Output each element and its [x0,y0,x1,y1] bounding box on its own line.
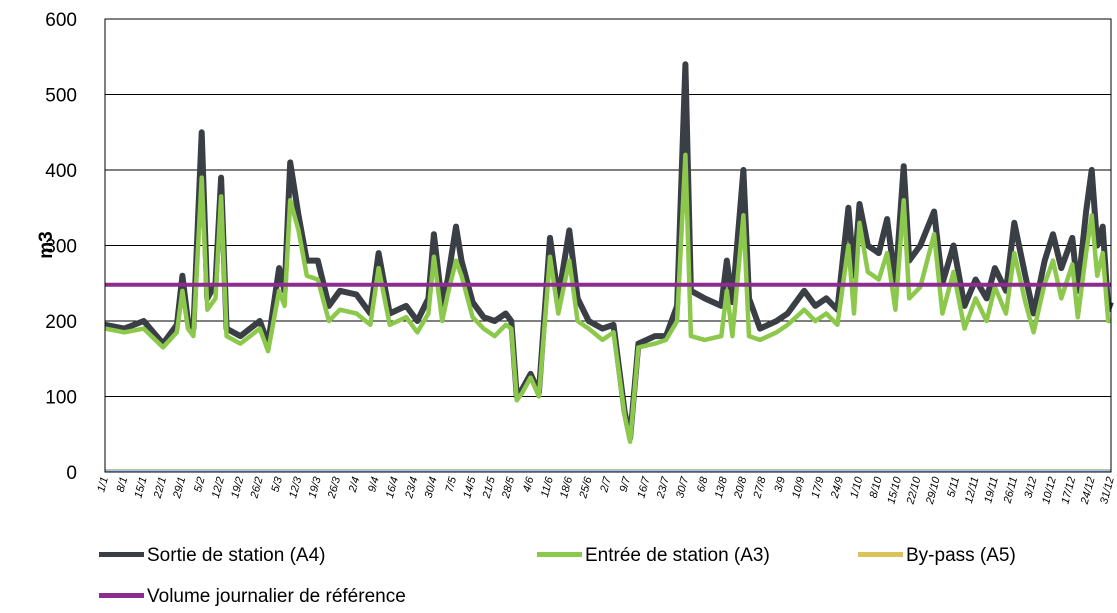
x-tick-label: 17/12 [1059,476,1078,506]
x-tick-label: 15/10 [885,475,904,506]
x-tick-label: 5/11 [945,476,962,499]
x-tick-label: 9/7 [618,475,634,494]
x-tick-label: 22/1 [152,476,169,501]
x-tick-label: 6/8 [695,475,711,494]
x-tick-label: 19/3 [307,475,324,500]
x-tick-label: 28/5 [500,475,518,501]
x-tick-label: 10/12 [1040,476,1059,506]
x-tick-label: 20/8 [732,475,750,501]
legend-label: By-pass (A5) [906,545,1016,566]
x-tick-label: 2/4 [347,476,363,495]
x-tick-label: 19/2 [229,476,246,500]
x-tick-label: 5/3 [269,475,285,494]
x-tick-label: 30/4 [423,476,440,500]
y-tick-label: 100 [45,388,77,409]
x-tick-label: 12/2 [210,476,227,500]
x-tick-label: 19/11 [982,476,1001,505]
y-axis-label: m3 [36,231,57,258]
legend-swatch [99,552,144,557]
x-tick-label: 5/2 [192,476,208,494]
legend-swatch [537,552,582,557]
x-tick-label: 30/7 [674,475,691,500]
x-tick-label: 23/7 [655,475,673,501]
x-tick-label: 15/1 [132,476,149,500]
plot-area-border [104,18,1112,473]
y-tick-label: 400 [45,161,77,182]
legend-label: Sortie de station (A4) [147,545,325,566]
legend-label: Volume journalier de référence [147,586,406,607]
x-tick-label: 26/3 [326,475,344,501]
x-tick-label: 8/1 [115,476,131,494]
x-tick-label: 29/1 [171,476,188,501]
x-tick-label: 3/12 [1022,476,1039,500]
x-tick-label: 13/8 [713,475,730,500]
y-tick-label: 0 [66,463,77,484]
x-tick-labels: 1/1 8/1 15/1 22/1 29/1 5/2 12/2 19/2 26/2 5/3 12/3… [95,475,1117,507]
x-tick-label: 1/1 [95,476,111,494]
x-tick-label: 22/10 [904,475,923,507]
x-tick-label: 12/3 [287,475,304,500]
x-tick-label: 29/10 [924,475,943,507]
legend: Sortie de station (A4) Entrée de station … [99,545,1016,607]
y-tick-label: 300 [45,237,77,258]
series-lines [104,61,1114,473]
x-tick-label: 16/7 [635,475,652,500]
x-tick-label: 1/10 [848,475,865,500]
x-tick-label: 9/4 [366,476,382,494]
x-tick-label: 14/5 [461,475,478,500]
x-tick-label: 26/2 [248,476,265,501]
x-tick-label: 27/8 [751,475,769,501]
grid [105,18,1111,473]
x-tick-label: 24/12 [1079,476,1098,507]
x-tick-label: 21/5 [480,475,498,501]
x-tick-label: 12/11 [963,476,982,505]
legend-label: Entrée de station (A3) [585,545,770,566]
y-tick-label: 500 [45,86,77,107]
x-tick-label: 31/12 [1098,476,1117,506]
x-tick-label: 18/6 [558,475,575,500]
x-tick-label: 3/9 [772,476,788,494]
x-tick-label: 17/9 [810,476,827,500]
x-tick-label: 24/9 [829,476,846,501]
series-line-1 [104,61,1114,441]
x-tick-label: 11/6 [539,475,556,499]
x-tick-label: 26/11 [1001,476,1020,506]
legend-swatch [858,552,903,557]
x-tick-label: 2/7 [598,475,614,495]
legend-swatch [99,593,144,598]
x-tick-label: 23/4 [403,476,420,501]
x-tick-label: 16/4 [384,476,401,500]
x-tick-label: 10/9 [790,476,807,500]
series-line-2 [104,152,1111,445]
y-tick-label: 200 [45,312,77,333]
x-tick-label: 25/6 [577,475,595,501]
y-tick-labels: 0 100 200 300 400 500 600 [45,10,77,484]
x-tick-label: 4/6 [521,475,537,494]
x-tick-label: 7/5 [444,475,460,494]
y-tick-label: 600 [45,10,77,31]
x-tick-label: 8/10 [868,475,885,500]
